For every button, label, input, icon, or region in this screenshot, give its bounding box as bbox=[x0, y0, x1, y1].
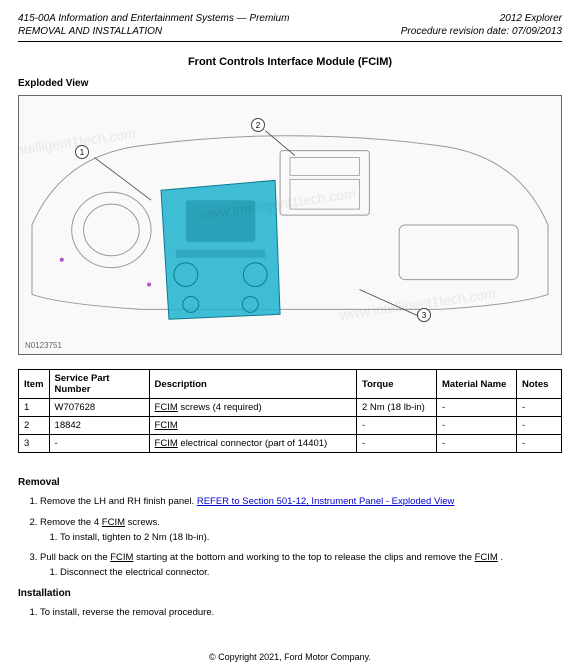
cell-desc: FCIM electrical connector (part of 14401… bbox=[149, 435, 356, 453]
doc-procedure: REMOVAL AND INSTALLATION bbox=[18, 25, 289, 38]
cell-torque: - bbox=[357, 435, 437, 453]
fcim-term: FCIM bbox=[155, 420, 178, 431]
header-left: 415-00A Information and Entertainment Sy… bbox=[18, 12, 289, 38]
installation-step-1: To install, reverse the removal procedur… bbox=[40, 607, 562, 620]
cell-item: 3 bbox=[19, 435, 50, 453]
page-title: Front Controls Interface Module (FCIM) bbox=[18, 56, 562, 68]
removal-step-2: Remove the 4 FCIM screws. To install, ti… bbox=[40, 517, 562, 545]
cell-notes: - bbox=[517, 435, 562, 453]
fcim-term: FCIM bbox=[155, 438, 178, 449]
installation-steps: To install, reverse the removal procedur… bbox=[18, 607, 562, 620]
cell-item: 2 bbox=[19, 417, 50, 435]
col-item: Item bbox=[19, 370, 50, 399]
parts-table: Item Service Part Number Description Tor… bbox=[18, 369, 562, 453]
fcim-term: FCIM bbox=[102, 517, 125, 528]
removal-step-1: Remove the LH and RH finish panel. REFER… bbox=[40, 496, 562, 509]
page-header: 415-00A Information and Entertainment Sy… bbox=[18, 12, 562, 42]
substep: Disconnect the electrical connector. bbox=[60, 567, 562, 580]
col-torque: Torque bbox=[357, 370, 437, 399]
cell-notes: - bbox=[517, 399, 562, 417]
cell-desc: FCIM bbox=[149, 417, 356, 435]
removal-step-3: Pull back on the FCIM starting at the bo… bbox=[40, 552, 562, 580]
cell-torque: 2 Nm (18 lb-in) bbox=[357, 399, 437, 417]
cell-spn: 18842 bbox=[49, 417, 149, 435]
removal-heading: Removal bbox=[18, 477, 562, 488]
table-row: 2 18842 FCIM - - - bbox=[19, 417, 562, 435]
diagram-id: N0123751 bbox=[25, 341, 62, 350]
fcim-term: FCIM bbox=[155, 402, 178, 413]
table-header-row: Item Service Part Number Description Tor… bbox=[19, 370, 562, 399]
col-spn: Service Part Number bbox=[49, 370, 149, 399]
doc-section: 415-00A Information and Entertainment Sy… bbox=[18, 12, 289, 25]
col-material: Material Name bbox=[437, 370, 517, 399]
exploded-view-diagram: 1 2 3 www.intelligent1tech.com www.intel… bbox=[18, 95, 562, 355]
cell-mat: - bbox=[437, 399, 517, 417]
cell-mat: - bbox=[437, 417, 517, 435]
removal-steps: Remove the LH and RH finish panel. REFER… bbox=[18, 496, 562, 580]
col-notes: Notes bbox=[517, 370, 562, 399]
copyright-notice: © Copyright 2021, Ford Motor Company. bbox=[0, 652, 580, 662]
col-desc: Description bbox=[149, 370, 356, 399]
revision-date: Procedure revision date: 07/09/2013 bbox=[401, 25, 562, 38]
cell-spn: - bbox=[49, 435, 149, 453]
removal-step-2-sub: To install, tighten to 2 Nm (18 lb-in). bbox=[40, 532, 562, 545]
substep: To install, tighten to 2 Nm (18 lb-in). bbox=[60, 532, 562, 545]
section-link[interactable]: REFER to Section 501-12, Instrument Pane… bbox=[197, 496, 455, 507]
header-right: 2012 Explorer Procedure revision date: 0… bbox=[401, 12, 562, 38]
vehicle-model: 2012 Explorer bbox=[401, 12, 562, 25]
cell-spn: W707628 bbox=[49, 399, 149, 417]
cell-item: 1 bbox=[19, 399, 50, 417]
callout-2: 2 bbox=[251, 118, 265, 132]
fcim-term: FCIM bbox=[475, 552, 498, 563]
removal-step-3-sub: Disconnect the electrical connector. bbox=[40, 567, 562, 580]
cell-notes: - bbox=[517, 417, 562, 435]
table-row: 1 W707628 FCIM screws (4 required) 2 Nm … bbox=[19, 399, 562, 417]
fcim-term: FCIM bbox=[110, 552, 133, 563]
exploded-view-heading: Exploded View bbox=[18, 78, 562, 89]
cell-torque: - bbox=[357, 417, 437, 435]
installation-heading: Installation bbox=[18, 588, 562, 599]
table-row: 3 - FCIM electrical connector (part of 1… bbox=[19, 435, 562, 453]
cell-desc: FCIM screws (4 required) bbox=[149, 399, 356, 417]
cell-mat: - bbox=[437, 435, 517, 453]
